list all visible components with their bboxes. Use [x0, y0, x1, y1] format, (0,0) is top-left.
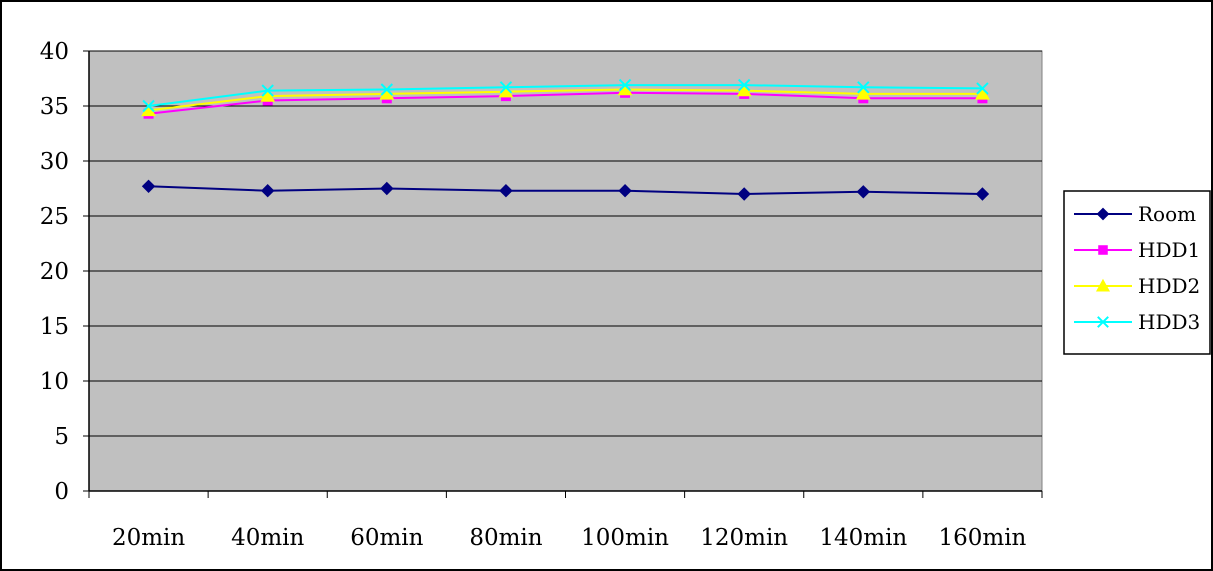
- x-tick-label: 120min: [700, 525, 788, 551]
- data-point-room: [856, 185, 871, 199]
- gridlines: [89, 50, 1042, 437]
- legend-box: [1063, 190, 1211, 355]
- x-tick-label: 40min: [231, 525, 304, 551]
- series-line-hdd3: [148, 84, 983, 107]
- data-point-hdd3: [380, 83, 394, 96]
- legend: Room HDD1 HDD2 HDD3: [1063, 190, 1211, 355]
- data-point-room: [975, 187, 990, 201]
- series-hdd3: [142, 78, 989, 113]
- axes: 0 5 10 15 20 25 30 35 40 20min 40min 60min 80min 100m…: [40, 39, 1043, 551]
- y-tick-label: 5: [54, 424, 69, 450]
- legend-marker: [1096, 207, 1110, 221]
- legend-entry-hdd2: HDD2: [1074, 274, 1200, 298]
- y-tick-label: 20: [40, 259, 69, 285]
- data-point-hdd3: [737, 78, 751, 92]
- data-point-room: [499, 183, 513, 198]
- legend-label: HDD1: [1138, 238, 1200, 262]
- legend-label: Room: [1138, 202, 1196, 226]
- series: [141, 78, 990, 201]
- y-tick-label: 10: [40, 369, 69, 395]
- data-point-room: [380, 181, 394, 196]
- x-tick-label: 60min: [350, 525, 423, 551]
- data-point-hdd3: [976, 82, 989, 95]
- x-tick-label: 160min: [938, 525, 1026, 551]
- x-tick-label: 80min: [469, 525, 542, 551]
- series-line-room: [148, 185, 983, 196]
- data-point-hdd3: [142, 99, 155, 113]
- legend-label: HDD2: [1138, 274, 1200, 298]
- x-tick-label: 100min: [581, 525, 669, 551]
- data-point-hdd2: [260, 88, 276, 102]
- data-point-hdd2: [975, 86, 990, 100]
- x-tick-label: 20min: [112, 525, 185, 551]
- legend-label: HDD3: [1138, 310, 1200, 334]
- y-tick-label: 15: [40, 314, 69, 340]
- y-tick-label: 25: [40, 204, 69, 230]
- data-point-room: [141, 179, 156, 194]
- legend-marker: [1095, 278, 1111, 292]
- y-tick-label: 35: [40, 94, 69, 120]
- data-point-hdd3: [857, 81, 870, 94]
- legend-entry-hdd3: HDD3: [1074, 310, 1200, 334]
- data-point-hdd3: [618, 78, 632, 92]
- y-tick-label: 0: [54, 479, 69, 505]
- data-point-hdd2: [855, 86, 871, 100]
- series-line-hdd2: [148, 88, 983, 112]
- data-point-hdd3: [499, 81, 513, 94]
- series-room: [141, 179, 990, 201]
- legend-marker: [1097, 316, 1109, 328]
- data-point-room: [737, 187, 751, 201]
- data-point-room: [618, 183, 632, 198]
- data-point-hdd3: [261, 84, 274, 97]
- legend-marker: [1098, 245, 1108, 255]
- data-point-room: [260, 183, 275, 198]
- x-tick-label: 140min: [819, 525, 907, 551]
- legend-entry-room: Room: [1074, 202, 1196, 226]
- y-tick-label: 40: [40, 39, 69, 65]
- data-point-hdd2: [736, 83, 752, 97]
- series-line-hdd1: [148, 91, 983, 115]
- y-tick-label: 30: [40, 149, 69, 175]
- legend-entry-hdd1: HDD1: [1074, 238, 1200, 262]
